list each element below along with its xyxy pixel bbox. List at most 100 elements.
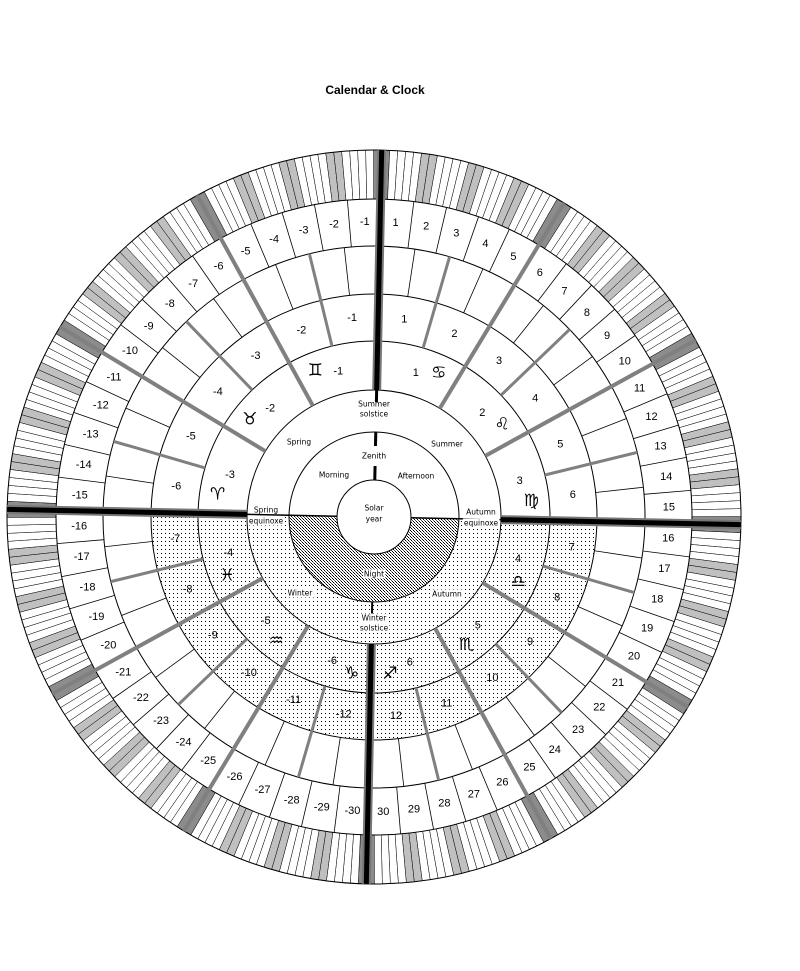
sign-number: -1 [333,365,343,377]
day-label: 16 [662,533,674,545]
ring-circle [150,293,598,741]
day-divider [281,212,297,258]
day-label: -8 [165,298,175,310]
day-label: 3 [453,228,459,240]
spring-equinoxe-label: Spring [254,506,278,515]
month-spoke [110,557,204,584]
day-divider [238,762,259,805]
day-label: -9 [144,321,154,333]
season-spoke [484,338,697,458]
day-label: 22 [593,701,605,713]
outer-tick [691,508,742,517]
label-background [431,589,464,599]
ring-circle [288,431,460,603]
hour-divider [104,541,153,548]
season-spoke [438,202,566,410]
day-divider [435,207,448,254]
ring-circle [102,245,646,789]
main-axis-line [7,506,248,517]
hour-divider [204,690,235,729]
day-label: 15 [663,502,675,514]
day-divider [644,489,691,495]
day-label: -4 [269,233,279,245]
month-spoke [113,439,206,470]
day-divider [571,702,607,735]
day-divider [156,714,189,750]
month-spoke [494,642,563,714]
day-label: 11 [634,383,645,395]
day-label: 27 [468,789,480,801]
spring-label: Spring [287,438,311,447]
month-label: -5 [186,431,196,443]
day-label: 8 [584,307,590,319]
day-label: -29 [314,801,330,813]
month-spoke [177,637,249,706]
zodiac-6-icon: ♐ [382,664,397,684]
day-label: -18 [80,581,96,593]
month-spoke [414,687,441,781]
season-spoke [182,624,310,832]
winter-solstice-label: solstice [360,624,389,633]
day-divider [69,594,115,610]
month-spoke [542,564,635,595]
day-label: -19 [88,611,104,623]
day-divider [642,550,690,558]
zodiac-2-icon: ♌ [495,415,510,435]
day-divider [424,783,434,830]
season-spoke [59,325,267,453]
month-spoke [307,253,334,347]
day-label: -17 [74,551,90,563]
day-label: 9 [604,330,610,342]
summer-label: Summer [431,440,464,449]
month-label: -8 [183,584,193,596]
day-label: -21 [115,666,131,678]
day-divider [619,632,662,653]
day-divider [578,308,615,341]
month-label: -10 [241,667,257,679]
solar-year-label: year [366,515,384,524]
hour-divider [595,486,644,493]
day-label: 26 [496,777,508,789]
day-divider [629,605,675,622]
day-divider [451,776,467,822]
hour-divider [547,656,586,687]
month-label: 10 [486,672,498,684]
day-divider [314,204,324,251]
season-spoke [481,581,689,709]
day-divider [589,680,628,710]
month-spoke [421,256,452,349]
hour-divider [106,475,154,484]
day-divider [141,299,177,332]
day-label: 17 [658,563,670,575]
day-divider [537,263,567,302]
horizon-line-west [247,513,338,517]
month-label: 5 [557,438,563,450]
day-divider [550,721,583,758]
day-divider [269,772,286,818]
day-divider [112,671,152,699]
autumn-label: Autumn [432,590,462,599]
hour-divider [398,738,405,787]
day-label: -16 [71,520,87,532]
month-label: 12 [390,710,402,722]
month-label: -12 [336,709,352,721]
hour-divider [264,721,285,766]
day-label: -7 [188,278,198,290]
day-divider [623,393,668,413]
day-divider [58,476,106,484]
morning-label: Morning [319,471,350,480]
zodiac-neg-4-icon: ♓ [220,566,235,586]
month-label: 8 [554,591,560,603]
day-label: 30 [377,806,389,818]
month-label: -1 [347,312,357,324]
month-spoke [499,328,571,397]
day-divider [250,223,270,268]
day-label: -3 [299,225,309,237]
day-label: 29 [408,803,420,815]
day-label: -5 [241,245,251,257]
month-label: -2 [296,325,306,337]
season-spoke [433,627,553,840]
month-spoke [544,450,638,477]
zodiac-4-icon: ♎ [510,572,525,592]
